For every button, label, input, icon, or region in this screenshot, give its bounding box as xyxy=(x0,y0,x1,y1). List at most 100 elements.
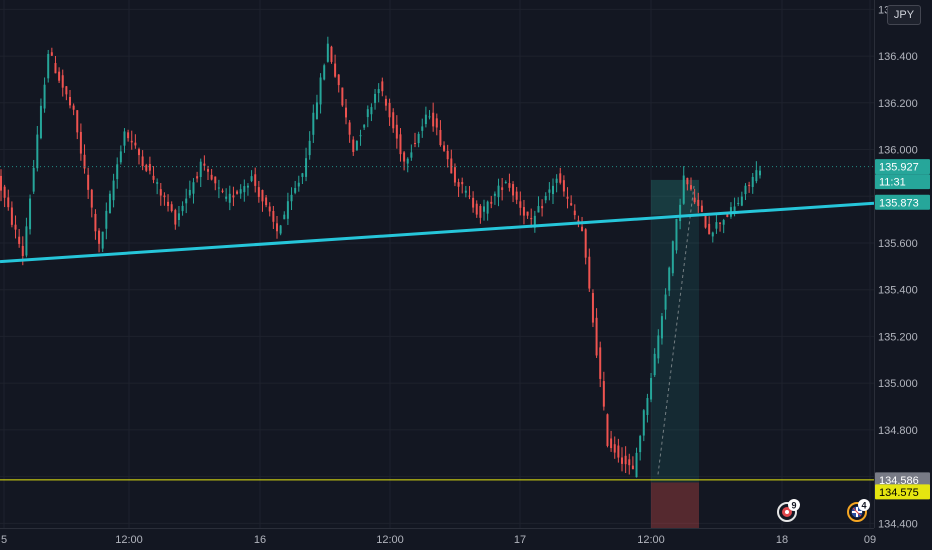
candle-body xyxy=(83,154,86,169)
candle-body xyxy=(243,186,246,193)
candle-body xyxy=(584,229,587,258)
position-profit-zone[interactable] xyxy=(651,179,699,215)
candle-body xyxy=(177,213,180,220)
y-tick-label: 135.200 xyxy=(878,331,918,343)
event-badge-economic[interactable]: 4 xyxy=(847,499,870,522)
candle-body xyxy=(432,112,435,127)
candle-body xyxy=(417,133,420,144)
candle-body xyxy=(566,196,569,199)
candle-body xyxy=(141,156,144,167)
candle-body xyxy=(533,215,536,228)
candle-body xyxy=(653,353,656,376)
candle-body xyxy=(548,189,551,193)
candle-body xyxy=(700,205,703,212)
candle-body xyxy=(246,185,249,188)
candle-body xyxy=(221,190,224,192)
candle-body xyxy=(79,131,82,154)
candle-body xyxy=(581,226,584,231)
candle-body xyxy=(156,182,159,184)
candle-body xyxy=(105,210,108,229)
candle-body xyxy=(58,71,61,81)
candle-body xyxy=(715,222,718,229)
stop-price-label-box[interactable] xyxy=(875,484,930,500)
candle-body xyxy=(410,152,413,158)
candle-body xyxy=(330,46,333,62)
y-tick-label: 135.600 xyxy=(878,238,918,250)
candle-body xyxy=(428,116,431,118)
currency-badge[interactable]: JPY xyxy=(887,5,921,25)
candle-body xyxy=(631,465,634,470)
candle-body xyxy=(116,164,119,180)
trendline[interactable] xyxy=(0,201,875,264)
candle-body xyxy=(719,222,722,224)
drawings[interactable] xyxy=(0,166,875,481)
candle-body xyxy=(319,77,322,105)
candle-body xyxy=(301,173,304,177)
x-tick-label: 12:00 xyxy=(637,534,665,546)
candle-body xyxy=(32,167,35,192)
price-axis[interactable]: 134.400 134.800 135.000 135.200 135.400 135.6… xyxy=(874,0,932,550)
candle-body xyxy=(708,223,711,235)
candle-body xyxy=(148,164,151,171)
candle-body xyxy=(123,131,126,146)
candle-body xyxy=(512,184,515,196)
candle-body xyxy=(613,444,616,453)
candle-body xyxy=(537,206,540,213)
candle-body xyxy=(457,182,460,187)
candle-body xyxy=(733,206,736,213)
candle-body xyxy=(297,182,300,187)
trendline-price-label-box[interactable] xyxy=(875,194,930,210)
candle-body xyxy=(650,378,653,400)
candle-body xyxy=(591,293,594,323)
candle-body xyxy=(483,206,485,212)
candle-body xyxy=(486,201,489,214)
candle-body xyxy=(348,122,351,135)
position-tool[interactable] xyxy=(651,179,699,528)
candle-body xyxy=(453,167,456,183)
candle-body xyxy=(392,112,395,129)
candle-body xyxy=(657,335,660,359)
countdown-label-box[interactable] xyxy=(875,174,930,190)
candle-body xyxy=(599,347,602,379)
candle-body xyxy=(257,187,260,197)
position-stop-zone[interactable] xyxy=(651,482,699,528)
candle-body xyxy=(602,381,605,407)
candle-body xyxy=(265,197,268,206)
candles xyxy=(0,36,761,478)
event-badge-dividend[interactable]: 9 xyxy=(777,499,800,522)
candle-body xyxy=(443,145,446,151)
candle-body xyxy=(130,140,133,143)
candle-body xyxy=(36,134,39,169)
candle-body xyxy=(3,186,6,198)
candle-body xyxy=(127,132,130,139)
candle-body xyxy=(515,191,518,200)
candle-body xyxy=(624,455,627,465)
time-axis[interactable]: 5 12:00 16 12:00 17 12:00 18 09 xyxy=(0,528,932,550)
candle-body xyxy=(152,175,155,180)
candle-body xyxy=(450,158,453,174)
event-badge-economic-count-bubble xyxy=(858,499,870,511)
horizontal-level-label-box[interactable] xyxy=(875,472,930,488)
candle-body xyxy=(381,81,384,92)
candle-body xyxy=(65,86,68,95)
candle-body xyxy=(628,459,631,466)
candle-body xyxy=(388,102,391,118)
candle-body xyxy=(10,207,13,225)
candle-body xyxy=(29,198,32,230)
candle-body xyxy=(138,149,140,156)
candle-body xyxy=(472,197,475,208)
candle-body xyxy=(119,151,122,163)
candle-body xyxy=(25,226,28,256)
x-tick-label: 5 xyxy=(1,534,7,546)
candle-body xyxy=(76,110,79,133)
candle-body xyxy=(751,176,754,187)
candle-body xyxy=(668,267,671,291)
candle-body xyxy=(435,118,438,128)
candle-body xyxy=(722,220,725,225)
candle-body xyxy=(272,210,275,222)
candle-body xyxy=(145,165,148,171)
last-price-label-box[interactable] xyxy=(875,159,930,175)
